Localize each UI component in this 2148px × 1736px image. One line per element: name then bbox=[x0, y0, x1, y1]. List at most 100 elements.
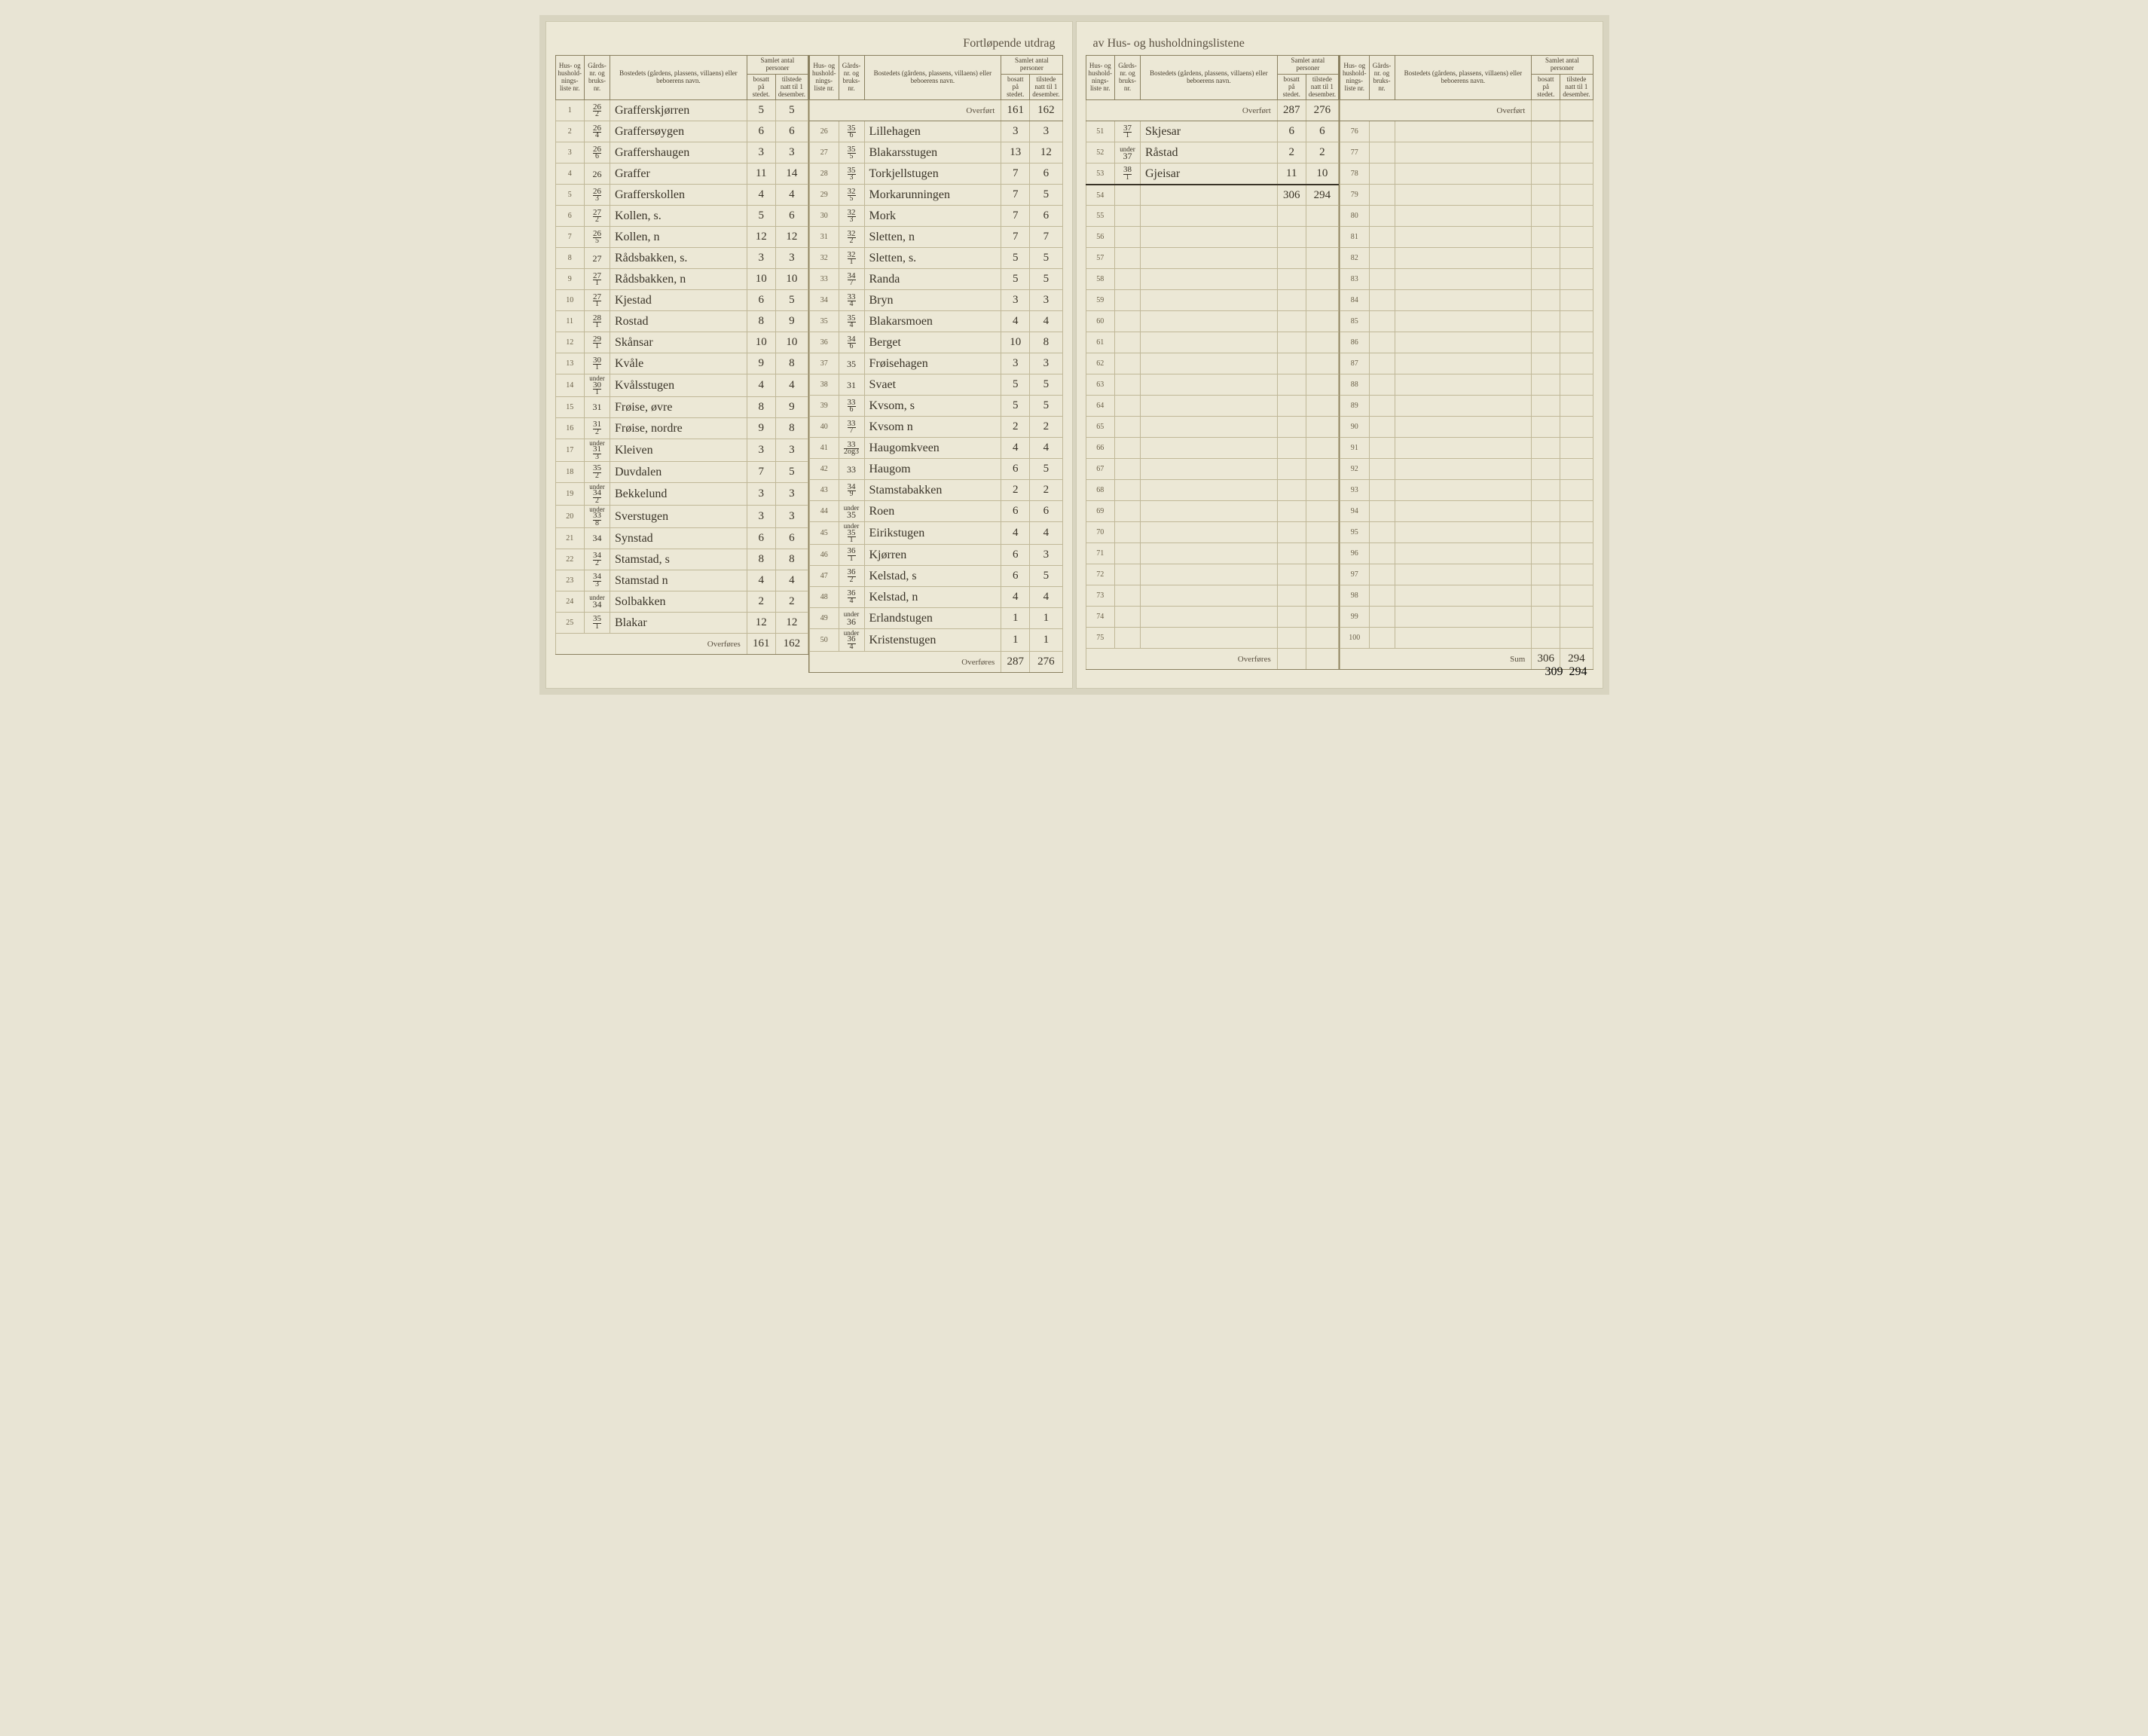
gard-number bbox=[1115, 353, 1141, 374]
tilstede-count bbox=[1306, 501, 1338, 522]
table-row: 64 bbox=[1086, 396, 1339, 417]
tilstede-count bbox=[1306, 332, 1338, 353]
hdr-bosatt: bosatt på stedet. bbox=[747, 74, 775, 100]
gard-number: 34 bbox=[585, 528, 610, 549]
bosted-name: Roen bbox=[864, 501, 1001, 522]
column-2: Hus- og hushold-nings-liste nr. Gårds-nr… bbox=[808, 55, 1063, 673]
bosted-name bbox=[1395, 522, 1532, 543]
gard-number: 272 bbox=[585, 206, 610, 227]
row-number: 64 bbox=[1086, 396, 1115, 417]
tilstede-count bbox=[1560, 480, 1593, 501]
bosted-name: Haugomkveen bbox=[864, 438, 1001, 459]
tilstede-count bbox=[1560, 142, 1593, 164]
bosatt-count bbox=[1532, 353, 1560, 374]
row-number: 39 bbox=[810, 396, 839, 417]
gard-number bbox=[1115, 480, 1141, 501]
row-number: 11 bbox=[555, 311, 585, 332]
bosted-name bbox=[1141, 332, 1278, 353]
bosatt-count: 3 bbox=[747, 142, 775, 164]
table-row: 80 bbox=[1340, 206, 1593, 227]
bosted-name: Sletten, s. bbox=[864, 248, 1001, 269]
row-number: 47 bbox=[810, 566, 839, 587]
gard-number bbox=[1369, 543, 1395, 564]
row-number: 5 bbox=[555, 185, 585, 206]
row-number: 28 bbox=[810, 164, 839, 185]
row-number: 41 bbox=[810, 438, 839, 459]
row-number: 70 bbox=[1086, 522, 1115, 543]
overfort-tilstede: 162 bbox=[1030, 100, 1062, 121]
tilstede-count: 4 bbox=[775, 374, 808, 397]
table-row: 66 bbox=[1086, 438, 1339, 459]
tilstede-count: 12 bbox=[1030, 142, 1062, 164]
gard-number: 321 bbox=[839, 248, 864, 269]
gard-number bbox=[1115, 459, 1141, 480]
table-row: 20under338Sverstugen33 bbox=[555, 506, 808, 528]
overfores-label: Overføres bbox=[555, 634, 747, 655]
tilstede-count bbox=[1306, 206, 1338, 227]
gard-number bbox=[1369, 396, 1395, 417]
gard-number bbox=[1369, 480, 1395, 501]
bosted-name bbox=[1141, 543, 1278, 564]
row-number: 15 bbox=[555, 397, 585, 418]
gard-number: 354 bbox=[839, 311, 864, 332]
tilstede-count: 4 bbox=[1030, 587, 1062, 608]
bosted-name: Erlandstugen bbox=[864, 608, 1001, 629]
table-row: 69 bbox=[1086, 501, 1339, 522]
table-row: 77 bbox=[1340, 142, 1593, 164]
table-row: 86 bbox=[1340, 332, 1593, 353]
tilstede-count: 2 bbox=[775, 591, 808, 613]
bosted-name: Skjesar bbox=[1141, 121, 1278, 142]
tilstede-count: 3 bbox=[775, 506, 808, 528]
bosted-name bbox=[1141, 185, 1278, 206]
tilstede-count bbox=[1560, 311, 1593, 332]
bosatt-count: 10 bbox=[747, 269, 775, 290]
tilstede-count bbox=[1560, 564, 1593, 585]
gard-number: 343 bbox=[585, 570, 610, 591]
gard-number: under338 bbox=[585, 506, 610, 528]
tilstede-count: 8 bbox=[1030, 332, 1062, 353]
gard-number: 325 bbox=[839, 185, 864, 206]
bosted-name bbox=[1141, 248, 1278, 269]
gard-number bbox=[1369, 142, 1395, 164]
bosted-name bbox=[1395, 332, 1532, 353]
table-row: 11281Rostad89 bbox=[555, 311, 808, 332]
bosted-name bbox=[1141, 628, 1278, 649]
row-number: 100 bbox=[1340, 628, 1370, 649]
table-row: 24under34Solbakken22 bbox=[555, 591, 808, 613]
bosted-name: Stamstad n bbox=[610, 570, 747, 591]
tilstede-count: 6 bbox=[1306, 121, 1338, 142]
row-number: 46 bbox=[810, 545, 839, 566]
row-number: 54 bbox=[1086, 185, 1115, 206]
bosatt-count bbox=[1532, 501, 1560, 522]
bosatt-count bbox=[1277, 585, 1306, 607]
bosatt-count: 4 bbox=[747, 570, 775, 591]
bosatt-count: 6 bbox=[1001, 566, 1030, 587]
gard-number bbox=[1115, 311, 1141, 332]
gard-number bbox=[1115, 374, 1141, 396]
gard-number: 332og3 bbox=[839, 438, 864, 459]
bosted-name bbox=[1395, 459, 1532, 480]
tilstede-count: 6 bbox=[1030, 206, 1062, 227]
tilstede-count: 5 bbox=[1030, 396, 1062, 417]
gard-number bbox=[1115, 585, 1141, 607]
right-page: av Hus- og husholdningslistene Hus- og h… bbox=[1076, 21, 1603, 689]
gard-number: 322 bbox=[839, 227, 864, 248]
row-number: 58 bbox=[1086, 269, 1115, 290]
row-number: 56 bbox=[1086, 227, 1115, 248]
row-number: 38 bbox=[810, 374, 839, 396]
bosted-name bbox=[1141, 417, 1278, 438]
bosted-name: Graffershaugen bbox=[610, 142, 747, 164]
bosted-name: Eirikstugen bbox=[864, 522, 1001, 545]
table-row: 76 bbox=[1340, 121, 1593, 142]
table-row: 35354Blakarsmoen44 bbox=[810, 311, 1063, 332]
gard-number: 381 bbox=[1115, 164, 1141, 185]
tilstede-count bbox=[1306, 480, 1338, 501]
overfort-bosatt: 161 bbox=[1001, 100, 1030, 121]
row-number: 62 bbox=[1086, 353, 1115, 374]
gard-number bbox=[1369, 248, 1395, 269]
bosatt-count bbox=[1532, 438, 1560, 459]
row-number: 67 bbox=[1086, 459, 1115, 480]
table-row: 68 bbox=[1086, 480, 1339, 501]
tilstede-count bbox=[1560, 628, 1593, 649]
bosatt-count: 3 bbox=[747, 439, 775, 462]
